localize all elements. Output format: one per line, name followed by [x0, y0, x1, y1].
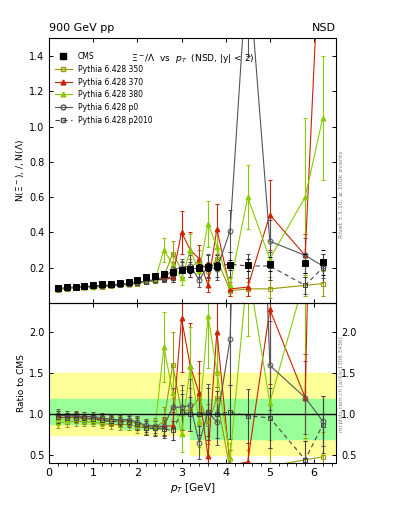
Text: mcplots.cern.ch [arXiv:1306.3436]: mcplots.cern.ch [arXiv:1306.3436] [339, 336, 344, 432]
Text: Rivet 3.1.10, ≥ 100k events: Rivet 3.1.10, ≥ 100k events [339, 151, 344, 239]
Text: 900 GeV pp: 900 GeV pp [49, 23, 114, 33]
Y-axis label: N($\Xi^-$), /, N($\Lambda$): N($\Xi^-$), /, N($\Lambda$) [14, 139, 26, 202]
Legend: CMS, Pythia 6.428 350, Pythia 6.428 370, Pythia 6.428 380, Pythia 6.428 p0, Pyth: CMS, Pythia 6.428 350, Pythia 6.428 370,… [52, 49, 156, 128]
Y-axis label: Ratio to CMS: Ratio to CMS [17, 354, 26, 412]
X-axis label: $p_T$ [GeV]: $p_T$ [GeV] [170, 481, 215, 495]
Text: NSD: NSD [312, 23, 336, 33]
Text: $\Xi^-/\Lambda$  vs  $p_T$  (NSD, |y| < 2): $\Xi^-/\Lambda$ vs $p_T$ (NSD, |y| < 2) [131, 52, 254, 65]
